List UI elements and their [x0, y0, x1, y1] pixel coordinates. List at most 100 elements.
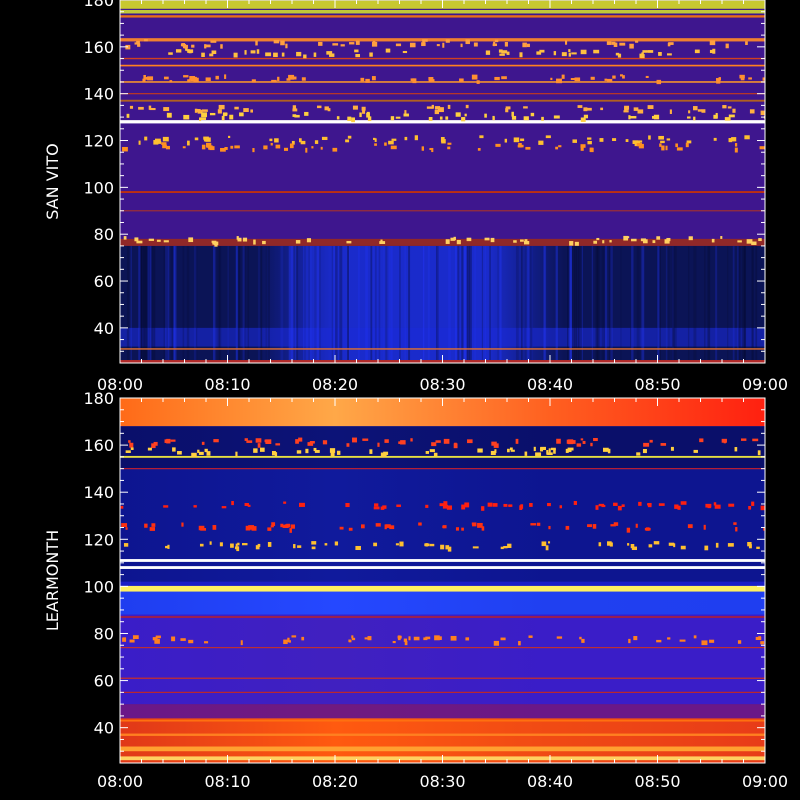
interference-speckle	[431, 104, 434, 109]
interference-speckle	[503, 503, 508, 507]
spectral-streak	[755, 245, 758, 363]
interference-speckle	[601, 504, 606, 508]
interference-speckle	[288, 74, 295, 80]
interference-speckle	[758, 238, 762, 242]
interference-speckle	[593, 437, 598, 442]
interference-speckle	[287, 637, 290, 643]
spectral-streak	[715, 245, 718, 363]
interference-speckle	[741, 438, 747, 441]
interference-speckle	[428, 79, 435, 82]
interference-speckle	[267, 527, 272, 531]
interference-speckle	[271, 79, 277, 83]
interference-speckle	[453, 236, 456, 241]
spectral-streak	[609, 245, 612, 363]
interference-speckle	[687, 524, 693, 529]
interference-speckle	[763, 527, 765, 531]
interference-speckle	[505, 108, 509, 113]
interference-speckle	[757, 450, 761, 456]
interference-speckle	[583, 107, 588, 112]
interference-speckle	[137, 43, 141, 47]
interference-speckle	[214, 241, 218, 247]
y-axis-title: LEARMONTH	[43, 530, 62, 631]
interference-speckle	[740, 76, 745, 81]
interference-speckle	[675, 143, 678, 148]
interference-speckle	[445, 39, 450, 43]
spectral-streak	[498, 245, 502, 363]
y-tick-label: 120	[83, 132, 114, 151]
spectral-streak	[260, 245, 263, 363]
interference-speckle	[668, 42, 674, 45]
interference-speckle	[570, 78, 576, 81]
interference-speckle	[371, 76, 376, 81]
interference-speckle	[669, 109, 672, 114]
interference-speckle	[619, 74, 623, 77]
interference-speckle	[626, 527, 631, 533]
interference-speckle	[693, 116, 696, 121]
interference-speckle	[181, 522, 184, 527]
interference-speckle	[658, 503, 665, 506]
interference-speckle	[269, 138, 273, 142]
spectral-streak	[751, 245, 754, 363]
interference-speckle	[369, 52, 373, 57]
interference-speckle	[609, 542, 613, 547]
spectral-streak	[280, 245, 284, 363]
spectral-streak	[576, 245, 578, 363]
interference-speckle	[375, 523, 381, 527]
interference-speckle	[550, 447, 556, 451]
interference-speckle	[404, 110, 407, 115]
interference-speckle	[651, 115, 655, 119]
interference-speckle	[481, 526, 485, 531]
spectral-streak	[182, 245, 185, 363]
interference-speckle	[674, 504, 679, 509]
interference-speckle	[472, 522, 477, 527]
interference-speckle	[384, 439, 389, 443]
interference-speckle	[760, 110, 765, 116]
frequency-strip	[120, 38, 765, 42]
intensity-band	[120, 704, 765, 719]
interference-speckle	[456, 239, 461, 245]
interference-speckle	[298, 437, 303, 442]
x-tick-label: 08:00	[97, 375, 143, 394]
spectral-streak	[171, 245, 174, 363]
intensity-band	[120, 426, 765, 469]
interference-speckle	[429, 147, 432, 151]
interference-speckle	[212, 525, 217, 530]
interference-speckle	[487, 502, 493, 507]
interference-speckle	[191, 452, 197, 458]
interference-speckle	[201, 112, 207, 116]
spectral-streak	[466, 245, 469, 363]
interference-speckle	[211, 50, 217, 55]
interference-speckle	[621, 504, 625, 507]
interference-speckle	[404, 136, 408, 141]
interference-speckle	[438, 636, 442, 640]
interference-speckle	[667, 637, 671, 640]
interference-speckle	[636, 452, 641, 456]
interference-speckle	[377, 442, 380, 447]
interference-speckle	[424, 543, 430, 547]
interference-speckle	[631, 238, 637, 242]
interference-speckle	[389, 525, 395, 530]
interference-speckle	[367, 116, 372, 122]
interference-speckle	[136, 40, 140, 44]
interference-speckle	[183, 114, 190, 120]
interference-speckle	[222, 112, 228, 117]
spectral-streak	[527, 245, 530, 363]
interference-speckle	[739, 74, 745, 79]
interference-speckle	[447, 546, 452, 552]
interference-speckle	[291, 635, 297, 638]
spectral-streak	[291, 245, 293, 363]
interference-speckle	[132, 635, 139, 640]
interference-speckle	[524, 451, 528, 456]
interference-speckle	[255, 438, 262, 443]
interference-speckle	[598, 503, 605, 507]
spectral-streak	[601, 245, 604, 363]
interference-speckle	[611, 41, 616, 45]
interference-speckle	[694, 49, 700, 54]
interference-speckle	[200, 528, 207, 531]
interference-speckle	[638, 143, 644, 149]
interference-speckle	[188, 49, 192, 54]
interference-speckle	[165, 545, 168, 549]
interference-speckle	[161, 142, 167, 145]
spectral-streak	[630, 245, 632, 363]
spectral-streak	[317, 245, 320, 363]
